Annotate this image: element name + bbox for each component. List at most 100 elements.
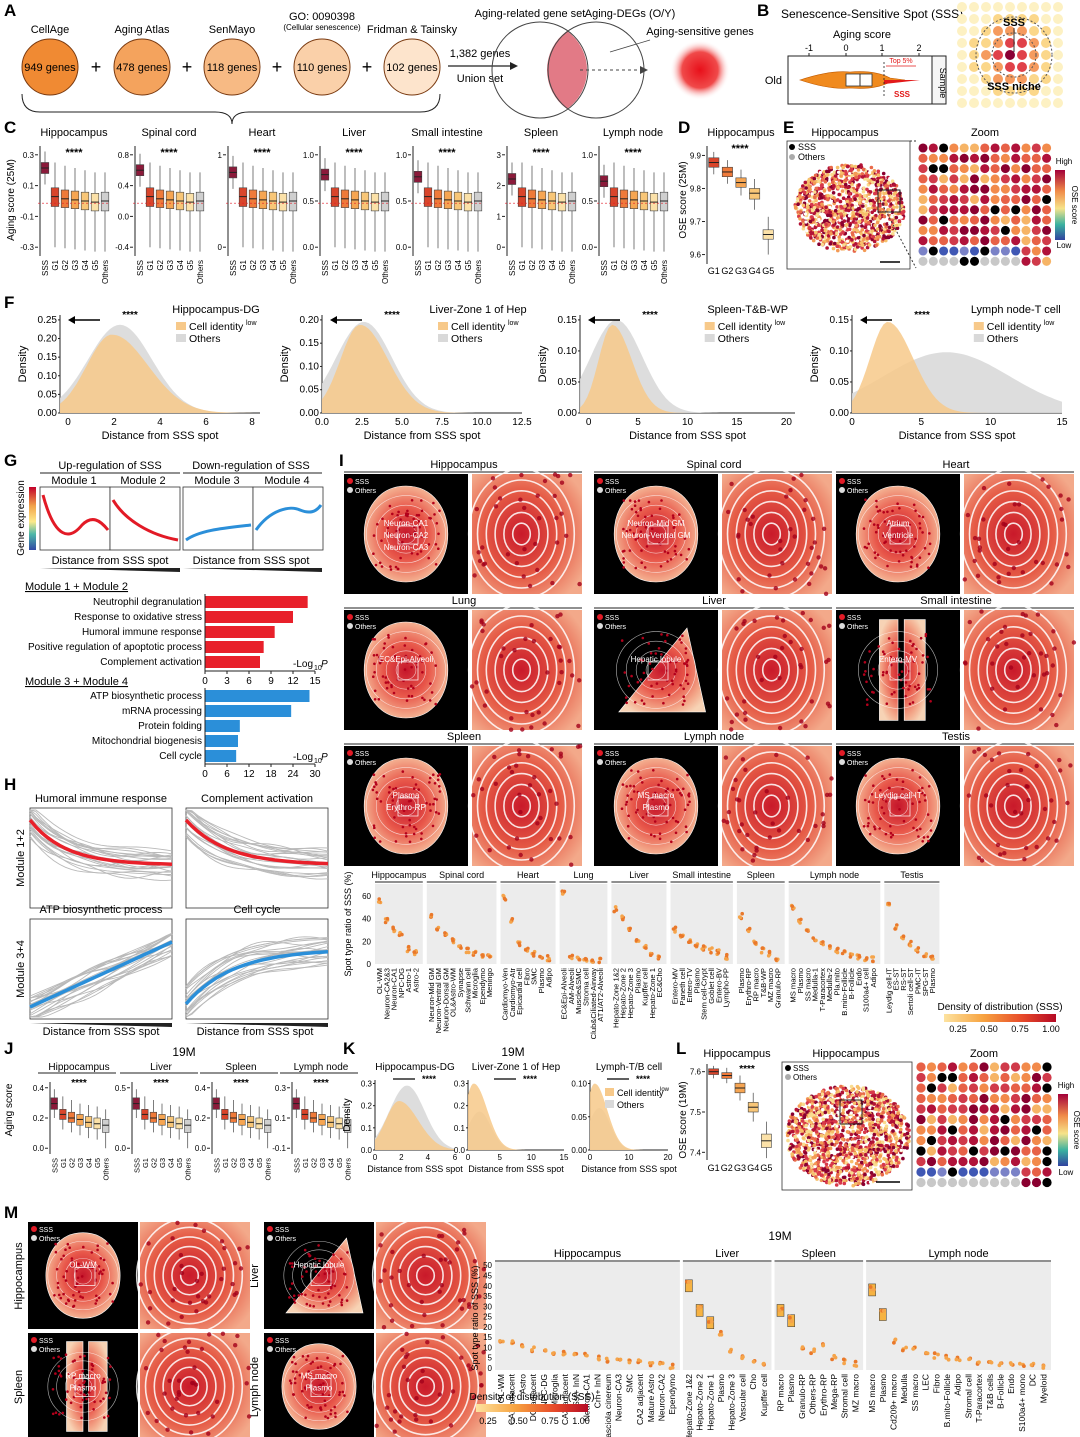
zoom-contour: [977, 489, 1050, 578]
legend-text: SSS: [847, 479, 861, 486]
sss-dot: [414, 783, 418, 786]
spot: [848, 223, 852, 227]
strip-point: [909, 939, 913, 944]
zoom-dot: [568, 472, 573, 478]
spot: [856, 168, 861, 172]
grid-spot: [1041, 26, 1051, 36]
spot: [878, 1159, 883, 1163]
spot: [865, 174, 870, 178]
zoom-dot: [776, 828, 782, 833]
zoom-spot: [1021, 215, 1031, 225]
category-label: Others: [102, 1158, 111, 1181]
zoom-dot: [474, 506, 479, 512]
legend-dot: [347, 478, 353, 484]
spot: [868, 1165, 873, 1170]
sss-dot: [413, 825, 416, 829]
spot: [863, 204, 868, 208]
spot: [870, 226, 874, 230]
zoom-dot: [516, 748, 522, 753]
contour: [385, 786, 427, 826]
sss-spot: [848, 172, 852, 176]
zoom-dot: [807, 581, 812, 587]
sss-dot: [622, 557, 625, 560]
cell-label: T&B-WP: [759, 968, 768, 998]
sss-spot: [813, 1165, 817, 1169]
sss-dot: [432, 501, 435, 505]
strip-point: [648, 953, 653, 957]
spot: [894, 1120, 899, 1125]
spot: [830, 1129, 835, 1134]
category-label: G2: [249, 259, 258, 270]
spot: [825, 246, 829, 250]
cell-label: Neuron-Mid GM: [427, 968, 436, 1022]
cell-label: EC&Epi-Alveoli: [560, 968, 569, 1020]
strip-point: [584, 957, 588, 961]
sss-dot: [688, 800, 691, 804]
spot: [820, 1173, 824, 1177]
strip-point: [597, 960, 601, 965]
zoom-dot: [729, 481, 734, 487]
box: [67, 1111, 75, 1123]
sss-dot: [863, 545, 867, 549]
contour: [625, 504, 687, 564]
spot: [853, 1136, 857, 1141]
x-tick-label: 2: [399, 1153, 404, 1162]
grid-spot: [1005, 86, 1015, 96]
spot: [837, 181, 842, 185]
sss-dot: [437, 547, 440, 550]
spot: [803, 1146, 808, 1150]
sss-dot: [430, 651, 433, 654]
legend-dot: [347, 487, 353, 493]
category-label: Others: [660, 260, 669, 284]
gene-curve: [185, 815, 329, 860]
y-tick-label: 0.10: [300, 361, 320, 372]
zoom-contour: [467, 740, 576, 872]
gene-curve: [185, 821, 329, 867]
spot: [812, 211, 816, 216]
sss-dot: [929, 700, 932, 703]
y-tick-label: 1.0: [303, 151, 315, 160]
sss-dot: [373, 662, 376, 666]
y-tick-label: 2: [497, 182, 502, 191]
y-tick-label: 0.00: [558, 408, 578, 419]
category-label: G4: [361, 259, 370, 270]
spot: [880, 1140, 885, 1145]
spot: [878, 1101, 882, 1106]
category-label: G1: [239, 259, 248, 270]
zoom-dot: [542, 721, 547, 726]
sss-dot: [641, 636, 645, 640]
zoom-dot: [753, 810, 758, 815]
spot: [829, 165, 833, 170]
sss-dot: [928, 688, 932, 691]
spot: [814, 203, 818, 207]
spot: [891, 1155, 896, 1159]
zoom-dot: [1004, 641, 1009, 647]
sss-dot: [893, 691, 896, 694]
tissue-title: Hippocampus: [430, 459, 498, 471]
spot: [873, 223, 877, 228]
spot: [859, 1160, 864, 1165]
zoom-spot: [989, 1083, 1000, 1093]
sss-dot: [881, 673, 885, 677]
category-label: G4: [327, 1158, 336, 1168]
grid-spot: [993, 2, 1003, 12]
spot: [843, 178, 848, 183]
bar-tick-label: 12: [243, 769, 255, 780]
sss-dot: [411, 776, 414, 779]
sss-dot: [679, 683, 682, 687]
zoom-dot: [1040, 560, 1046, 566]
legend-dot: [347, 750, 353, 756]
gene-curve: [185, 941, 329, 999]
y-tick-label: 0.10: [38, 371, 58, 382]
spot: [852, 217, 857, 221]
cell-label: SPG-ST: [921, 968, 930, 997]
y-tick-label: 0.3: [23, 151, 35, 160]
sss-dot: [408, 840, 412, 844]
spot: [844, 1088, 849, 1093]
strip-point: [753, 941, 757, 945]
spot: [796, 202, 800, 206]
zoom-dot: [778, 547, 783, 552]
sss-dot: [885, 702, 889, 705]
sss-dot: [681, 634, 684, 638]
stars: ****: [438, 147, 456, 159]
